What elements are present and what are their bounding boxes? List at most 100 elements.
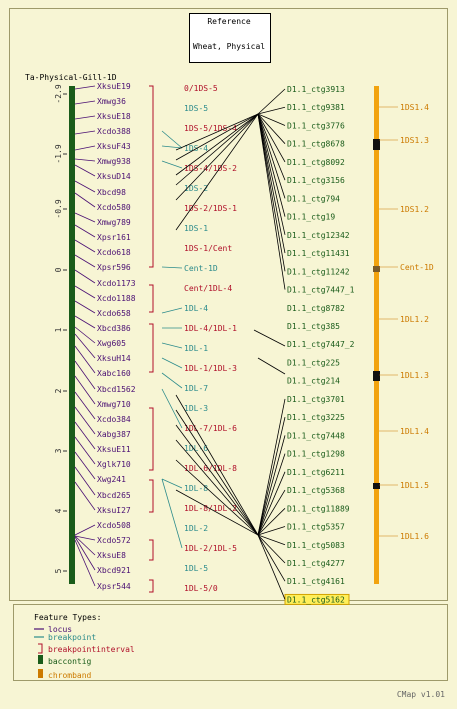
breakpoint-label[interactable]: 1DL-7 [184,384,208,393]
locus-label[interactable]: Xglk710 [97,460,131,469]
contig-label[interactable]: D1.1_ctg11242 [287,267,350,276]
locus-label[interactable]: XksuH14 [97,354,131,363]
breakpointinterval-label[interactable]: 1DS-2/1DS-1 [184,204,237,213]
contig-label[interactable]: D1.1_ctg12342 [287,231,350,240]
contig-label[interactable]: D1.1_ctg4277 [287,559,345,568]
chromband-label[interactable]: 1DS1.4 [400,103,429,112]
locus-label[interactable]: Xcdo384 [97,415,131,424]
contig-label[interactable]: D1.1_ctg5357 [287,523,345,532]
breakpoint-label[interactable]: 1DL-3 [184,404,208,413]
locus-label[interactable]: XksuE18 [97,112,131,121]
breakpointinterval-label[interactable]: 1DL-8/1DL-2 [184,504,237,513]
locus-label[interactable]: Xabg387 [97,430,131,439]
breakpoint-label[interactable]: 1DS-5 [184,104,208,113]
contig-label[interactable]: D1.1_ctg11889 [287,504,350,513]
chromband-label[interactable]: 1DL1.6 [400,532,429,541]
chromband-label[interactable]: 1DS1.3 [400,136,429,145]
locus-label[interactable]: Xwg241 [97,475,126,484]
locus-label[interactable]: Xabc160 [97,369,131,378]
locus-label[interactable]: Xpsr544 [97,582,131,591]
reference-map-bar[interactable] [69,86,75,584]
contig-label[interactable]: D1.1_ctg8782 [287,304,345,313]
locus-label[interactable]: Xcdo388 [97,127,131,136]
locus-label[interactable]: Xmwg36 [97,97,126,106]
breakpoint-label[interactable]: 1DL-5 [184,564,208,573]
contig-label[interactable]: D1.1_ctg5162 [287,595,345,604]
contig-label[interactable]: D1.1_ctg8678 [287,140,345,149]
chromband-label[interactable]: 1DL1.2 [400,315,429,324]
chromband-label[interactable]: 1DL1.5 [400,481,429,490]
locus-label[interactable]: Xcdo572 [97,536,131,545]
contig-label[interactable]: D1.1_ctg8092 [287,158,345,167]
contig-label[interactable]: D1.1_ctg3776 [287,121,345,130]
breakpointinterval-label[interactable]: Cent/1DL-4 [184,284,232,293]
locus-label[interactable]: Xcdo508 [97,521,131,530]
breakpointinterval-label[interactable]: 1DL-7/1DL-6 [184,424,237,433]
locus-label[interactable]: Xcdo1188 [97,294,136,303]
locus-label[interactable]: Xbcd98 [97,188,126,197]
chromband-bar[interactable] [374,86,379,584]
locus-label[interactable]: XksuE11 [97,445,131,454]
locus-label[interactable]: Xmwg789 [97,218,131,227]
locus-label[interactable]: Xpsr161 [97,233,131,242]
breakpointinterval-label[interactable]: 1DL-4/1DL-1 [184,324,237,333]
breakpoint-label[interactable]: 1DS-1 [184,224,208,233]
breakpointinterval-label[interactable]: 1DS-1/Cent [184,244,232,253]
locus-label[interactable]: Xmwg710 [97,400,131,409]
contig-label[interactable]: D1.1_ctg4161 [287,577,345,586]
contig-label[interactable]: D1.1_ctg5368 [287,486,345,495]
contig-label[interactable]: D1.1_ctg3701 [287,395,345,404]
breakpointinterval-label[interactable]: 1DS-4/1DS-2 [184,164,237,173]
locus-label[interactable]: XksuE19 [97,82,131,91]
breakpointinterval-label[interactable]: 1DL-1/1DL-3 [184,364,237,373]
contig-label[interactable]: D1.1_ctg19 [287,213,335,222]
contig-label[interactable]: D1.1_ctg11431 [287,249,350,258]
locus-label[interactable]: Xcdo1173 [97,279,136,288]
breakpointinterval-label[interactable]: 1DL-5/0 [184,584,218,593]
breakpoint-label[interactable]: 1DL-4 [184,304,208,313]
breakpointinterval-label[interactable]: 0/1DS-5 [184,84,218,93]
breakpoint-label[interactable]: 1DL-2 [184,524,208,533]
contig-label[interactable]: D1.1_ctg794 [287,194,340,203]
contig-label[interactable]: D1.1_ctg3225 [287,413,345,422]
breakpoint-label[interactable]: 1DL-1 [184,344,208,353]
locus-label[interactable]: XksuD14 [97,172,131,181]
contig-label[interactable]: D1.1_ctg385 [287,322,340,331]
locus-label[interactable]: XksuE8 [97,551,126,560]
chromband-label[interactable]: 1DS1.2 [400,205,429,214]
locus-label[interactable]: Xbcd386 [97,324,131,333]
breakpoint-label[interactable]: 1DL-6 [184,444,208,453]
contig-label[interactable]: D1.1_ctg3913 [287,85,345,94]
reference-box[interactable] [189,13,271,63]
locus-label[interactable]: Xcdo580 [97,203,131,212]
contig-label[interactable]: D1.1_ctg5083 [287,541,345,550]
locus-label[interactable]: Xwg605 [97,339,126,348]
locus-label[interactable]: XksuI27 [97,506,131,515]
map-title[interactable]: Ta-Physical-Gill-1D [25,73,117,82]
chromband-label[interactable]: 1DL1.4 [400,427,429,436]
breakpoint-label[interactable]: 1DL-8 [184,484,208,493]
contig-label[interactable]: D1.1_ctg6211 [287,468,345,477]
breakpoint-label[interactable]: Cent-1D [184,264,218,273]
contig-label[interactable]: D1.1_ctg3156 [287,176,345,185]
breakpoint-label[interactable]: 1DS-2 [184,184,208,193]
breakpointinterval-label[interactable]: 1DL-6/1DL-8 [184,464,237,473]
contig-label[interactable]: D1.1_ctg7447_1 [287,286,355,295]
contig-label[interactable]: D1.1_ctg9381 [287,103,345,112]
locus-label[interactable]: Xbcd265 [97,491,131,500]
locus-label[interactable]: Xbcd921 [97,566,131,575]
contig-label[interactable]: D1.1_ctg214 [287,377,340,386]
breakpointinterval-label[interactable]: 1DL-2/1DL-5 [184,544,237,553]
locus-label[interactable]: Xmwg938 [97,157,131,166]
chromband-label[interactable]: Cent-1D [400,263,434,272]
locus-label[interactable]: Xcdo658 [97,309,131,318]
locus-label[interactable]: XksuF43 [97,142,131,151]
contig-label[interactable]: D1.1_ctg225 [287,358,340,367]
locus-label[interactable]: Xbcd1562 [97,385,136,394]
locus-label[interactable]: Xpsr596 [97,263,131,272]
chromband-label[interactable]: 1DL1.3 [400,371,429,380]
locus-label[interactable]: Xcdo618 [97,248,131,257]
contig-label[interactable]: D1.1_ctg7447_2 [287,340,355,349]
contig-label[interactable]: D1.1_ctg7448 [287,431,345,440]
breakpointinterval-label[interactable]: 1DS-5/1DS-4 [184,124,237,133]
